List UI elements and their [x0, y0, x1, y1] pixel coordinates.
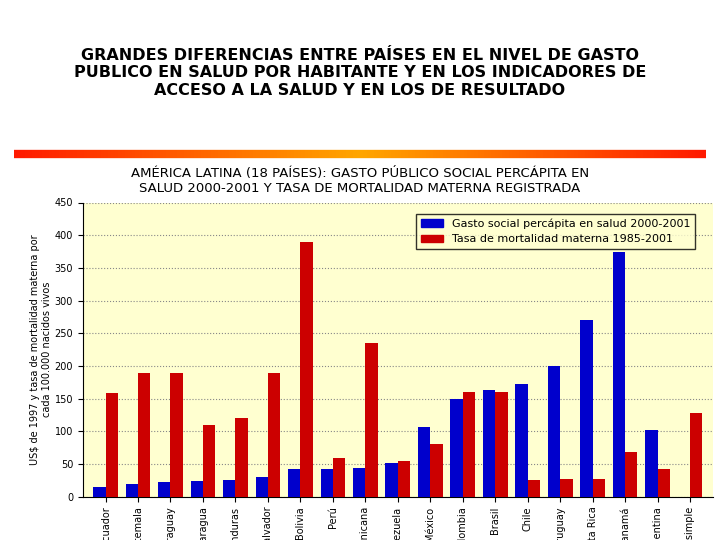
Bar — [320, 469, 333, 497]
Bar — [126, 484, 138, 497]
Bar — [191, 481, 203, 497]
Bar — [483, 390, 495, 497]
Bar — [580, 320, 593, 497]
Bar — [560, 479, 572, 497]
Bar — [451, 399, 463, 497]
Bar — [625, 453, 637, 497]
Bar — [158, 482, 171, 497]
Bar — [288, 469, 300, 497]
Bar — [613, 252, 625, 497]
Bar — [223, 480, 235, 497]
Y-axis label: US$ de 1997 y tasa de mortalidad materna por
cada 100.000 nacidos vivos: US$ de 1997 y tasa de mortalidad materna… — [30, 234, 52, 465]
Bar — [365, 343, 378, 497]
Bar — [333, 457, 345, 497]
Bar — [268, 373, 280, 497]
Bar — [203, 425, 215, 497]
Bar — [516, 384, 528, 497]
Bar — [93, 487, 106, 497]
Text: AMÉRICA LATINA (18 PAÍSES): GASTO PÚBLICO SOCIAL PERCÁPITA EN
SALUD 2000-2001 Y : AMÉRICA LATINA (18 PAÍSES): GASTO PÚBLIC… — [131, 167, 589, 195]
Bar — [548, 366, 560, 497]
Text: GRANDES DIFERENCIAS ENTRE PAÍSES EN EL NIVEL DE GASTO
PUBLICO EN SALUD POR HABIT: GRANDES DIFERENCIAS ENTRE PAÍSES EN EL N… — [74, 48, 646, 98]
Bar — [106, 394, 118, 497]
Bar — [171, 373, 183, 497]
Bar — [431, 444, 443, 497]
Bar — [138, 373, 150, 497]
Bar — [385, 463, 398, 497]
Bar — [463, 392, 475, 497]
Bar — [300, 242, 312, 497]
Bar — [353, 468, 365, 497]
Bar — [645, 430, 657, 497]
Bar — [528, 481, 540, 497]
Legend: Gasto social percápita en salud 2000-2001, Tasa de mortalidad materna 1985-2001: Gasto social percápita en salud 2000-200… — [416, 214, 695, 249]
Bar — [495, 392, 508, 497]
Bar — [690, 413, 703, 497]
Bar — [418, 428, 431, 497]
Bar — [398, 461, 410, 497]
Bar — [235, 418, 248, 497]
Bar — [593, 479, 605, 497]
Bar — [657, 469, 670, 497]
Bar — [256, 477, 268, 497]
